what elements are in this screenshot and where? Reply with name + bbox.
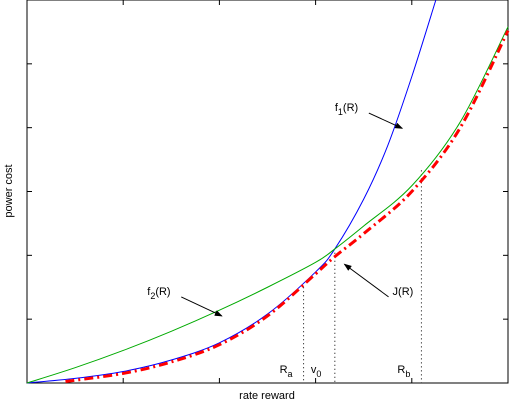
series-line-0 (26, 0, 437, 384)
ref-line-label: Ra (280, 364, 293, 379)
reference-lines: Ra v0 Rb (280, 170, 422, 383)
plot-frame (26, 0, 509, 384)
axis-ticks (27, 0, 508, 383)
ref-line-label: Rb (397, 364, 410, 379)
series-line-2 (65, 29, 510, 383)
annotation-arrow (181, 296, 223, 317)
ref-line-label: v0 (311, 364, 322, 379)
annotations: f1(R) f2(R) J(R) (147, 102, 414, 317)
series-line-1 (26, 26, 509, 384)
curve-label-2: J(R) (393, 286, 414, 298)
curve-label-1: f2(R) (147, 286, 170, 301)
annotation-arrow (343, 263, 389, 298)
y-axis-label: power cost (3, 164, 15, 217)
series-group (26, 0, 510, 384)
x-axis-label: rate reward (239, 390, 295, 402)
annotation-arrow (368, 112, 404, 129)
curve-label-0: f1(R) (335, 102, 358, 117)
